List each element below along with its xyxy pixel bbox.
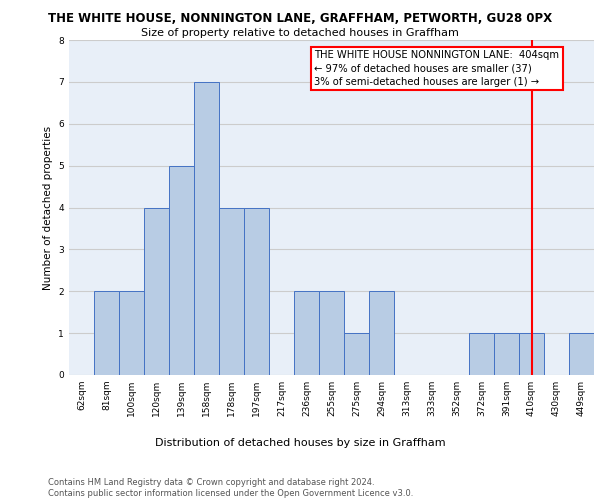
Bar: [494, 333, 519, 375]
Text: Distribution of detached houses by size in Graffham: Distribution of detached houses by size …: [155, 438, 445, 448]
Text: Contains HM Land Registry data © Crown copyright and database right 2024.
Contai: Contains HM Land Registry data © Crown c…: [48, 478, 413, 498]
Bar: [94, 291, 119, 375]
Bar: [194, 82, 219, 375]
Bar: [469, 333, 494, 375]
Bar: [344, 333, 369, 375]
Text: THE WHITE HOUSE NONNINGTON LANE:  404sqm
← 97% of detached houses are smaller (3: THE WHITE HOUSE NONNINGTON LANE: 404sqm …: [314, 50, 559, 87]
Bar: [519, 333, 544, 375]
Bar: [244, 208, 269, 375]
Bar: [219, 208, 244, 375]
Bar: [369, 291, 394, 375]
Bar: [569, 333, 594, 375]
Bar: [294, 291, 319, 375]
Text: THE WHITE HOUSE, NONNINGTON LANE, GRAFFHAM, PETWORTH, GU28 0PX: THE WHITE HOUSE, NONNINGTON LANE, GRAFFH…: [48, 12, 552, 26]
Bar: [319, 291, 344, 375]
Bar: [144, 208, 169, 375]
Text: Size of property relative to detached houses in Graffham: Size of property relative to detached ho…: [141, 28, 459, 38]
Bar: [169, 166, 194, 375]
Bar: [119, 291, 144, 375]
Y-axis label: Number of detached properties: Number of detached properties: [43, 126, 53, 290]
